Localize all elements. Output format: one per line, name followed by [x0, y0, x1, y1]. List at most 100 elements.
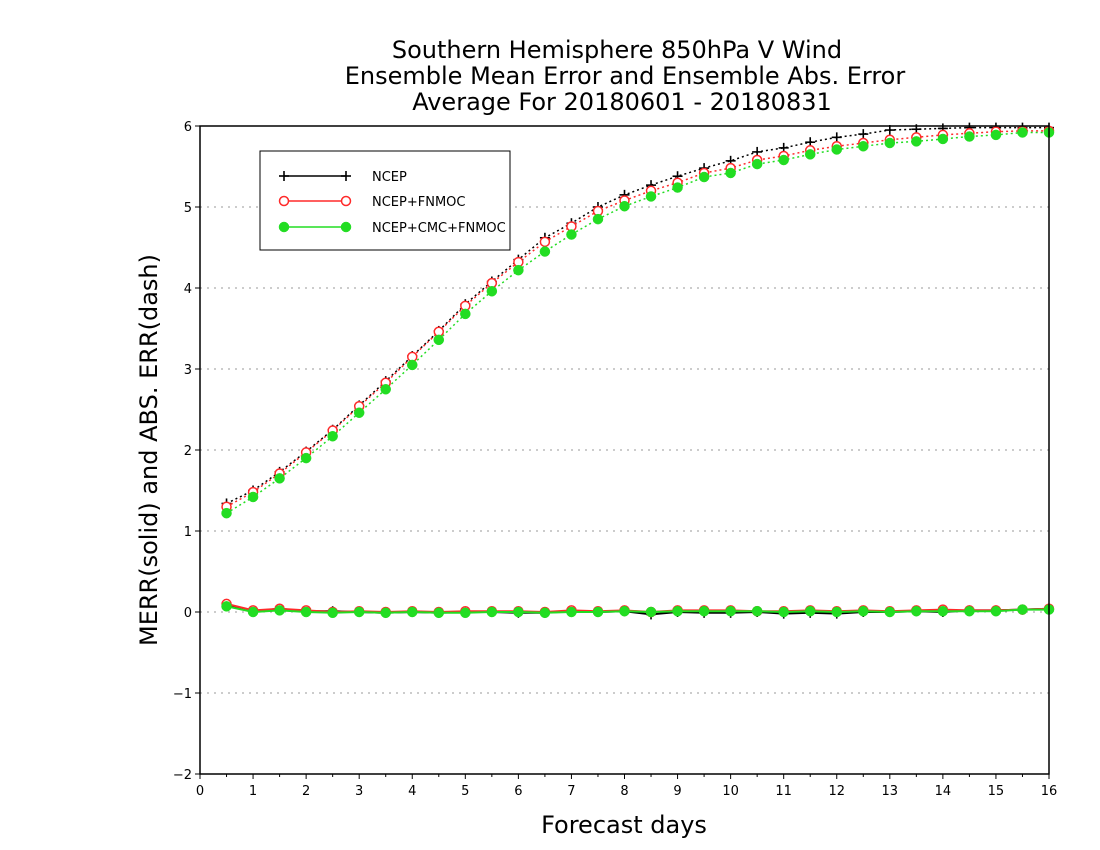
abs-err-point: [990, 129, 1002, 141]
abs-err-point: [300, 452, 312, 464]
merr-point: [858, 605, 869, 617]
legend-entry: NCEP+FNMOC: [278, 195, 465, 210]
abs-err-point: [566, 229, 577, 240]
merr-point: [937, 605, 949, 617]
abs-err-point: [645, 191, 657, 202]
abs-err-point: [884, 137, 896, 149]
legend-marker: [278, 195, 290, 207]
abs-err-point: [1017, 127, 1028, 138]
abs-err-point: [380, 384, 391, 395]
abs-err-point: [619, 200, 630, 212]
x-tick-label: 1: [249, 784, 257, 799]
merr-point: [698, 605, 710, 617]
merr-point: [672, 605, 683, 617]
x-tick-label: 14: [935, 784, 952, 799]
x-tick-label: 15: [988, 784, 1005, 799]
x-tick-label: 13: [882, 784, 899, 799]
merr-point: [539, 607, 551, 619]
merr-point: [221, 601, 232, 612]
abs-err-point: [221, 507, 232, 519]
abs-err-point: [592, 213, 604, 225]
x-tick-label: 7: [567, 784, 575, 799]
abs-err-point: [486, 285, 498, 297]
merr-point: [751, 605, 763, 617]
abs-err-point: [858, 129, 869, 140]
x-axis-title: Forecast days: [541, 811, 707, 839]
legend-label: NCEP+CMC+FNMOC: [372, 221, 506, 236]
abs-err-point: [672, 182, 683, 193]
legend-label: NCEP+FNMOC: [372, 195, 465, 210]
y-tick-label: 6: [184, 120, 192, 135]
y-tick-label: 2: [184, 444, 192, 459]
merr-point: [353, 606, 365, 618]
merr-point: [804, 605, 816, 617]
merr-point: [327, 607, 338, 619]
abs-err-point: [539, 246, 551, 257]
merr-point: [884, 606, 896, 618]
x-tick-label: 9: [673, 784, 681, 799]
merr-point: [619, 605, 630, 617]
merr-point: [380, 607, 391, 619]
series-layer: [221, 122, 1055, 620]
legend-marker: [279, 171, 289, 181]
series-ncep-cmc-fnmoc: [221, 127, 1055, 619]
merr-point: [247, 606, 259, 618]
x-tick-label: 2: [302, 784, 310, 799]
y-axis-title: MERR(solid) and ABS. ERR(dash): [135, 254, 163, 646]
merr-point: [1017, 604, 1028, 615]
legend: NCEP NCEP+FNMOC NCEP+CMC+FNMOC: [259, 150, 511, 251]
title-line-1: Southern Hemisphere 850hPa V Wind: [392, 36, 842, 64]
x-tick-label: 3: [355, 784, 363, 799]
x-tick-label: 0: [196, 784, 204, 799]
x-tick-label: 4: [408, 784, 416, 799]
abs-err-point: [513, 264, 524, 276]
merr-point: [460, 607, 471, 619]
merr-point: [964, 605, 975, 617]
abs-err-point: [751, 158, 763, 170]
title-line-2: Ensemble Mean Error and Ensemble Abs. Er…: [345, 62, 906, 90]
x-tick-label: 5: [461, 784, 469, 799]
grid-lines: [200, 206, 1049, 694]
abs-err-point: [911, 136, 922, 147]
legend-marker: [278, 221, 290, 233]
abs-err-point: [247, 491, 259, 503]
merr-point: [300, 606, 312, 618]
merr-point: [778, 606, 789, 618]
abs-err-point: [539, 236, 551, 248]
abs-err-point: [433, 334, 445, 346]
legend-entry: NCEP+CMC+FNMOC: [278, 221, 506, 236]
abs-err-point: [858, 141, 869, 152]
abs-err-point: [460, 308, 471, 320]
x-tick-label: 12: [828, 784, 845, 799]
legend-label: NCEP: [372, 170, 407, 185]
y-tick-label: 0: [184, 606, 192, 621]
abs-err-point: [274, 473, 285, 484]
abs-err-point: [937, 133, 949, 145]
plot-frame: [199, 125, 1050, 775]
y-tick-label: 3: [184, 363, 192, 378]
y-tick-label: 4: [184, 282, 192, 297]
abs-err-point: [964, 131, 975, 142]
y-tick-label: −2: [173, 768, 192, 783]
y-tick-label: −1: [173, 687, 192, 702]
merr-point: [990, 605, 1002, 617]
x-tick-label: 16: [1041, 784, 1058, 799]
legend-marker: [341, 171, 351, 181]
abs-err-point: [407, 359, 418, 371]
abs-err-point: [778, 154, 789, 166]
merr-point: [513, 606, 524, 618]
abs-err-point: [327, 430, 338, 442]
abs-err-point: [698, 171, 710, 183]
abs-err-line: [226, 126, 1049, 505]
merr-point: [407, 606, 418, 618]
x-tick-label: 6: [514, 784, 522, 799]
abs-err-point: [725, 167, 736, 179]
merr-point: [645, 606, 657, 618]
merr-point: [592, 606, 604, 618]
legend-marker: [340, 221, 352, 233]
y-tick-label: 5: [184, 201, 192, 216]
merr-point: [486, 606, 498, 618]
merr-point: [911, 605, 922, 617]
